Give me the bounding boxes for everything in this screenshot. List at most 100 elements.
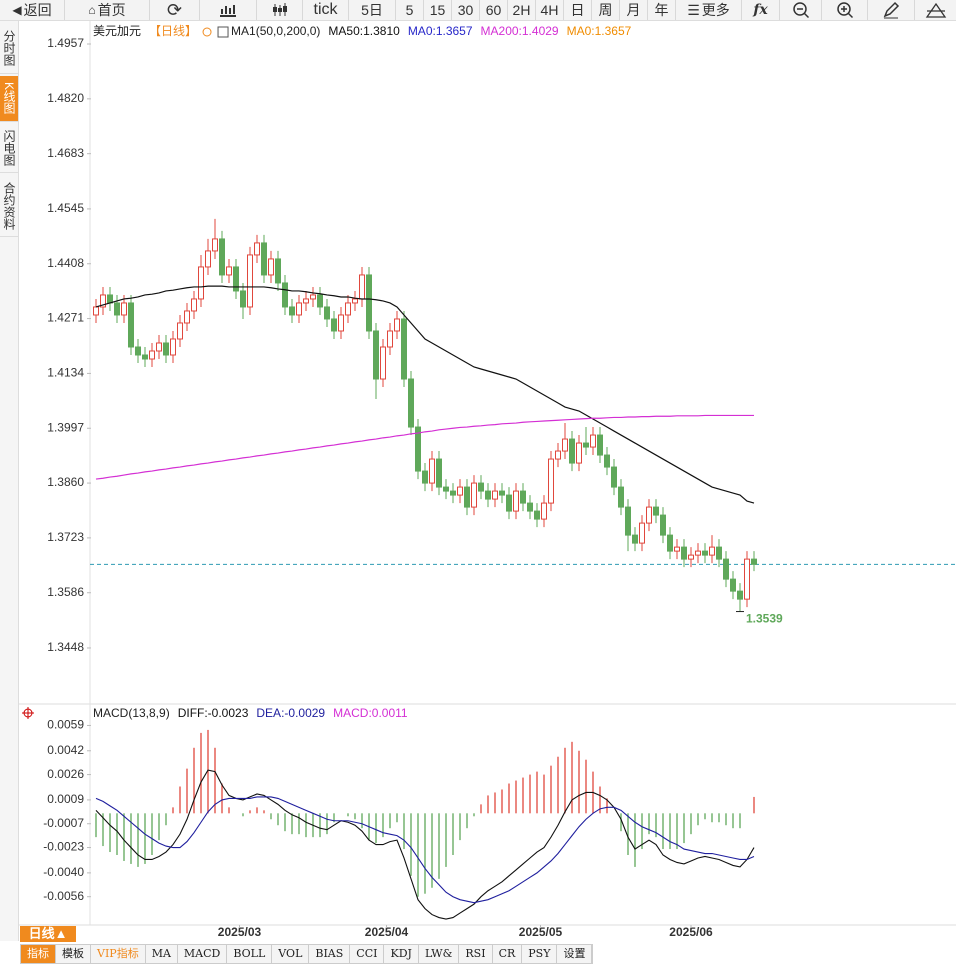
tab[interactable]: LW& (419, 945, 460, 963)
candle-body (324, 306, 330, 320)
period-button[interactable]: 30 (452, 0, 480, 20)
legend-text: MA0:1.3657 (408, 24, 473, 38)
candle-body (562, 438, 568, 452)
candle-body (695, 550, 701, 556)
candle-body (464, 486, 470, 508)
period-button[interactable]: 日 (564, 0, 592, 20)
y-tick-label: 1.3586 (47, 585, 84, 599)
macd-line (95, 769, 755, 920)
candle-body (429, 458, 435, 484)
candle-body (569, 438, 575, 464)
tab[interactable]: CR (493, 945, 523, 963)
back-button[interactable]: ◀ 返回 (0, 0, 65, 20)
candle-body (205, 250, 211, 268)
candle-body (576, 442, 582, 464)
tab[interactable]: VIP指标 (91, 945, 146, 963)
legend-text: MA50:1.3810 (328, 24, 400, 38)
tick-button[interactable]: tick (303, 0, 349, 20)
tab[interactable]: MACD (178, 945, 228, 963)
icon (272, 3, 287, 16)
icon (220, 5, 236, 17)
y-tick-label: 1.4271 (47, 311, 84, 325)
candle-body (219, 238, 225, 276)
y-tick-label: -0.0056 (43, 889, 84, 903)
tab[interactable]: RSI (459, 945, 493, 963)
tab[interactable]: KDJ (384, 945, 419, 963)
more-button[interactable]: ☰ 更多 (676, 0, 742, 20)
side-tab[interactable]: 分时图 (0, 23, 18, 74)
tab[interactable]: 设置 (557, 945, 593, 963)
candle-body (716, 546, 722, 560)
candle-body (121, 302, 127, 316)
candle-body (534, 510, 540, 520)
candle-body (359, 274, 365, 300)
chart-button[interactable] (200, 0, 257, 20)
y-tick-label: 1.4134 (47, 366, 84, 380)
tab[interactable]: MA (146, 945, 178, 963)
legend-text: MA200:1.4029 (481, 24, 559, 38)
y-tick-label: 1.3723 (47, 530, 84, 544)
icon (792, 2, 809, 19)
candle-body (268, 258, 274, 276)
candle-body (583, 442, 589, 448)
tab[interactable]: VOL (272, 945, 310, 963)
candle-body (415, 426, 421, 472)
candle-body (660, 514, 666, 536)
candle-body (485, 490, 491, 500)
period-button[interactable]: 5日 (349, 0, 396, 20)
formula-button[interactable]: fx (742, 0, 780, 20)
tab[interactable]: 模板 (56, 945, 91, 963)
tab[interactable]: BOLL (227, 945, 273, 963)
period-button[interactable]: 5 (396, 0, 424, 20)
tab[interactable]: PSY (522, 945, 558, 963)
refresh-button[interactable]: ⟳ (150, 0, 200, 20)
candle-body (226, 266, 232, 276)
legend-text: DEA:-0.0029 (256, 706, 325, 720)
candle-body (254, 242, 260, 256)
candle-body (499, 490, 505, 496)
side-tab[interactable]: 闪电图 (0, 124, 18, 173)
candle-body (275, 258, 281, 284)
candle-body (492, 490, 498, 500)
candle-body (618, 486, 624, 508)
candle-body (100, 294, 106, 308)
candle-body (555, 450, 561, 460)
period-button[interactable]: 4H (536, 0, 564, 20)
panel-icon (22, 707, 34, 719)
period-button[interactable]: 月 (620, 0, 648, 20)
tools-button[interactable] (915, 0, 956, 20)
period-button[interactable]: 15 (424, 0, 452, 20)
y-tick-label: 1.3448 (47, 640, 84, 654)
zoom-in-button[interactable] (822, 0, 868, 20)
candle-body (177, 322, 183, 340)
candle-body (128, 302, 134, 348)
candle-body (590, 434, 596, 448)
sidebar: 分时图 K线图 闪电图 合约资料 (0, 21, 19, 941)
side-tab[interactable]: 合约资料 (0, 176, 18, 237)
tab[interactable]: CCI (350, 945, 385, 963)
tab[interactable]: 指标 (21, 945, 56, 963)
period-button[interactable]: 年 (648, 0, 676, 20)
tab[interactable]: BIAS (309, 945, 351, 963)
candle-body (639, 522, 645, 544)
side-tab-active[interactable]: K线图 (0, 76, 18, 122)
period-button[interactable]: 2H (508, 0, 536, 20)
low-label: 1.3539 (746, 612, 783, 626)
period-selector[interactable]: 日线▲ (20, 926, 76, 942)
icon (836, 2, 853, 19)
candle-body (520, 490, 526, 504)
candle-body (751, 558, 757, 565)
candle-body (107, 294, 113, 304)
candle-body (646, 506, 652, 524)
period-button[interactable]: 60 (480, 0, 508, 20)
home-button[interactable]: ⌂ 首页 (65, 0, 150, 20)
zoom-out-button[interactable] (780, 0, 822, 20)
y-tick-label: 1.3997 (47, 420, 84, 434)
draw-button[interactable] (868, 0, 915, 20)
candle-body (345, 302, 351, 316)
candle-button[interactable] (257, 0, 303, 20)
period-button[interactable]: 周 (592, 0, 620, 20)
candle-body (191, 298, 197, 312)
candle-body (443, 486, 449, 492)
candle-body (373, 330, 379, 380)
